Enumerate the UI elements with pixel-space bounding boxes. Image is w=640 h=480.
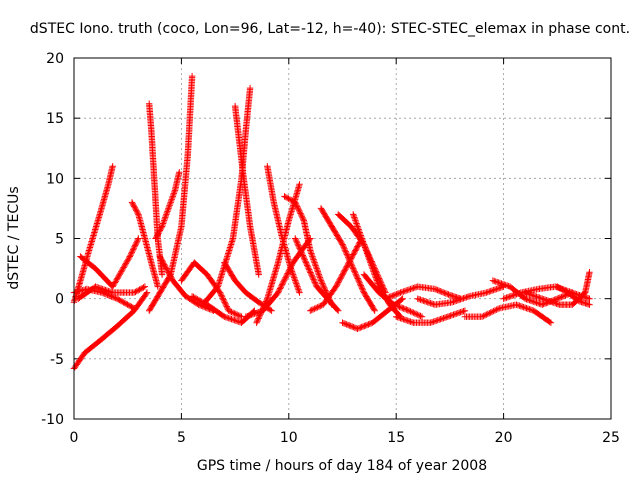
chart-title: dSTEC Iono. truth (coco, Lon=96, Lat=-12… (30, 21, 630, 37)
points-layer (70, 72, 593, 372)
series-markers (156, 253, 217, 314)
plot-frame (73, 57, 612, 420)
series-markers (414, 283, 507, 308)
y-tick-label: 10 (46, 171, 64, 187)
series-arc (281, 193, 335, 308)
series-arc (393, 307, 469, 326)
series-arc (414, 283, 507, 308)
series-markers (146, 72, 196, 314)
series-markers (461, 301, 555, 326)
series-markers (242, 235, 314, 320)
y-tick-label: 5 (55, 232, 64, 248)
series-arc (70, 289, 151, 372)
y-tick-label: 15 (46, 111, 64, 127)
series-arc (231, 102, 262, 278)
series-markers (128, 199, 161, 290)
series-markers (70, 289, 151, 372)
series-arc (128, 199, 161, 290)
x-axis-label: GPS time / hours of day 184 of year 2008 (197, 458, 487, 474)
series-markers (281, 193, 335, 308)
series-markers (231, 102, 262, 278)
series-arc (146, 72, 196, 314)
series-arc (77, 235, 142, 290)
x-tick-label: 20 (495, 430, 513, 446)
x-tick-label: 0 (70, 430, 79, 446)
series-arc (156, 253, 217, 314)
series-markers (554, 283, 593, 308)
series-arc (242, 235, 314, 320)
x-tick-label: 15 (387, 430, 405, 446)
ticks-layer: 0 5 10 15 20 25 -10 -5 0 5 10 15 20 (41, 51, 620, 446)
series-arc (317, 205, 378, 314)
y-tick-label: -10 (41, 412, 64, 428)
series-arc (554, 283, 593, 308)
x-tick-label: 5 (177, 430, 186, 446)
series-markers (393, 307, 469, 326)
y-tick-label: -5 (50, 352, 64, 368)
x-tick-label: 25 (602, 430, 620, 446)
y-tick-label: 0 (55, 292, 64, 308)
series-markers (152, 169, 183, 242)
series-markers (317, 205, 378, 314)
x-tick-label: 10 (280, 430, 298, 446)
y-tick-label: 20 (46, 51, 64, 67)
series-arc (461, 301, 555, 326)
series-arc (382, 283, 464, 302)
series-arc (152, 169, 183, 242)
series-markers (77, 235, 142, 290)
y-axis-label: dSTEC / TECUs (6, 186, 22, 289)
series-markers (382, 283, 464, 302)
